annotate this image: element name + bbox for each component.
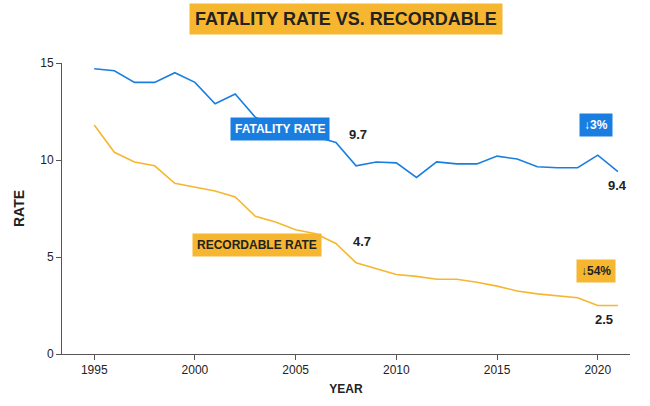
svg-text:1995: 1995 — [81, 363, 108, 377]
svg-text:2.5: 2.5 — [595, 312, 613, 327]
svg-text:5: 5 — [47, 250, 54, 264]
svg-text:4.7: 4.7 — [353, 234, 371, 249]
svg-text:2020: 2020 — [584, 363, 611, 377]
svg-text:↓54%: ↓54% — [581, 264, 611, 278]
svg-text:2005: 2005 — [282, 363, 309, 377]
svg-text:RECORDABLE RATE: RECORDABLE RATE — [197, 238, 317, 252]
svg-text:9.7: 9.7 — [349, 127, 367, 142]
svg-text:2000: 2000 — [182, 363, 209, 377]
svg-text:FATALITY RATE: FATALITY RATE — [235, 122, 325, 136]
svg-text:15: 15 — [40, 56, 54, 70]
svg-text:↓3%: ↓3% — [584, 118, 608, 132]
svg-text:2010: 2010 — [383, 363, 410, 377]
svg-text:FATALITY RATE VS. RECORDABLE: FATALITY RATE VS. RECORDABLE — [195, 9, 497, 29]
svg-text:YEAR: YEAR — [329, 382, 363, 396]
svg-text:2015: 2015 — [484, 363, 511, 377]
svg-text:RATE: RATE — [11, 190, 27, 227]
svg-text:9.4: 9.4 — [608, 178, 627, 193]
svg-text:10: 10 — [40, 153, 54, 167]
svg-text:0: 0 — [47, 347, 54, 361]
